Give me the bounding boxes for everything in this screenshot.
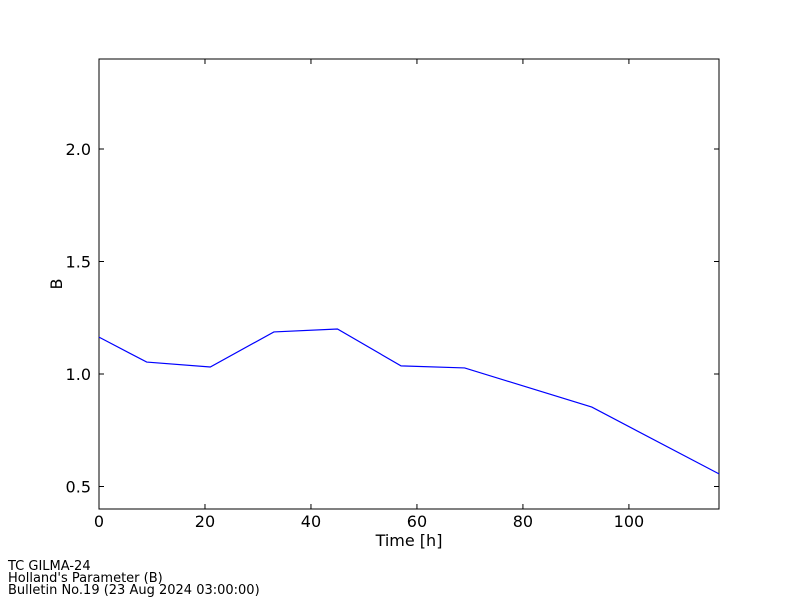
x-tick-label: 80 — [513, 512, 533, 531]
x-tick-label: 100 — [614, 512, 645, 531]
x-tick-label: 0 — [94, 512, 104, 531]
line-series — [98, 328, 720, 475]
x-axis-label: Time [h] — [375, 531, 443, 550]
y-tick-label: 0.5 — [66, 478, 91, 497]
x-tick-label: 40 — [301, 512, 321, 531]
footer-note: Holland's Parameter (B) — [8, 571, 163, 586]
y-tick-label: 1.5 — [66, 253, 91, 272]
y-tick-label: 1.0 — [66, 365, 91, 384]
plot-frame — [98, 58, 720, 510]
x-tick-label: 60 — [407, 512, 427, 531]
footer-note: TC GILMA-24 — [7, 559, 91, 574]
x-tick-label: 20 — [195, 512, 215, 531]
y-tick-label: 2.0 — [66, 140, 91, 159]
y-axis-label: B — [47, 279, 66, 290]
footer-note: Bulletin No.19 (23 Aug 2024 03:00:00) — [8, 583, 260, 598]
